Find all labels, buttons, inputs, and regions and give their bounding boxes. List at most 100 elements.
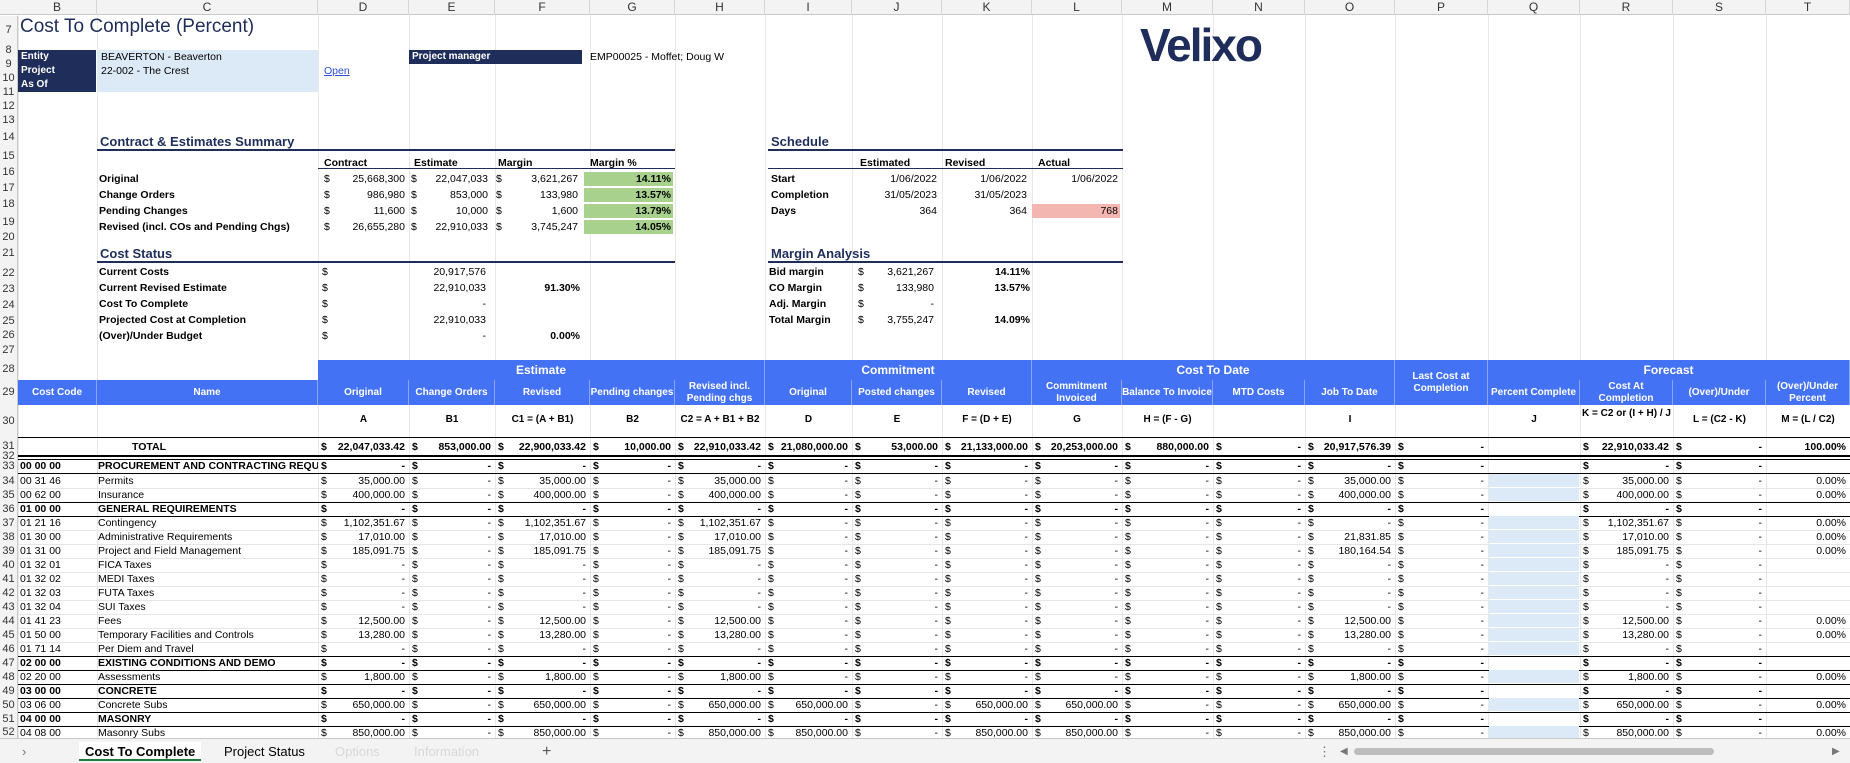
row-header[interactable]: 35 (0, 488, 18, 502)
cell-value[interactable] (1776, 642, 1846, 656)
percent-complete-input[interactable] (1489, 544, 1579, 558)
cell-value[interactable]: - (487, 559, 492, 571)
percent-complete-input[interactable] (1489, 726, 1579, 738)
cell-value[interactable]: - (1205, 601, 1210, 613)
percent-complete-input[interactable] (1489, 698, 1579, 712)
cell-value[interactable]: - (582, 587, 587, 599)
cell-value[interactable]: - (487, 685, 492, 697)
cell-value[interactable]: 850,000.00 (975, 727, 1028, 738)
cell-value[interactable]: - (401, 643, 406, 655)
cell-value[interactable]: - (1480, 559, 1485, 571)
cell-value[interactable]: - (1114, 545, 1119, 557)
cell-value[interactable]: - (667, 657, 672, 669)
row-header[interactable]: 47 (0, 656, 18, 670)
cell-value[interactable]: - (934, 629, 939, 641)
cell-value[interactable]: - (1297, 713, 1302, 725)
cell-value[interactable]: 400,000.00 (708, 489, 761, 501)
cell-value[interactable]: - (1114, 657, 1119, 669)
cell-value[interactable]: - (1205, 517, 1210, 529)
cell-value[interactable]: - (487, 531, 492, 543)
row-header[interactable]: 16 (0, 164, 18, 180)
cell-value[interactable]: 22,047,033.42 (337, 441, 405, 453)
cell-value[interactable] (1776, 558, 1846, 572)
cell-value[interactable]: - (1024, 629, 1029, 641)
cell-value[interactable]: - (1758, 615, 1763, 627)
percent-complete-input[interactable] (1489, 530, 1579, 544)
cell-value[interactable]: - (934, 713, 939, 725)
column-label[interactable]: Cost Code (18, 380, 97, 405)
cell-value[interactable]: - (1758, 629, 1763, 641)
cell-value[interactable]: - (844, 573, 849, 585)
cell-value[interactable]: - (1665, 601, 1670, 613)
cell-value[interactable]: - (1758, 559, 1763, 571)
row-header[interactable]: 46 (0, 642, 18, 656)
cell-value[interactable]: - (757, 587, 762, 599)
column-label[interactable]: Original (318, 380, 409, 405)
cell-value[interactable]: - (487, 503, 492, 515)
cell-value[interactable]: 21,080,000.00 (780, 441, 848, 453)
cell-value[interactable]: - (582, 460, 587, 472)
scroll-left-icon[interactable]: ◀ (1340, 746, 1348, 757)
cell-value[interactable]: 650,000.00 (975, 699, 1028, 711)
column-header[interactable]: Q (1488, 0, 1580, 15)
row-header[interactable]: 36 (0, 502, 18, 516)
cell-value[interactable]: 13,280.00 (1344, 629, 1391, 641)
row-header[interactable]: 12 (0, 99, 18, 113)
cell-value[interactable]: - (1114, 685, 1119, 697)
cell-value[interactable]: - (1297, 727, 1302, 738)
cell-value[interactable]: - (1114, 643, 1119, 655)
percent-complete-input[interactable] (1489, 614, 1579, 628)
open-link[interactable]: Open (324, 65, 350, 77)
cell-value[interactable]: - (1387, 713, 1392, 725)
column-header[interactable]: S (1673, 0, 1766, 15)
row-header[interactable]: 24 (0, 297, 18, 313)
cell-value[interactable]: - (934, 615, 939, 627)
column-label[interactable]: Revised incl. Pending chgs (675, 380, 765, 405)
percent-complete-input[interactable] (1489, 586, 1579, 600)
column-label[interactable]: Last Cost at Completion (1395, 360, 1488, 405)
cell-value[interactable]: - (934, 643, 939, 655)
cell-value[interactable]: - (1024, 587, 1029, 599)
cell-value[interactable]: 22,900,033.42 (518, 441, 586, 453)
percent-complete-input[interactable] (1489, 600, 1579, 614)
percent-complete-input[interactable] (1489, 474, 1579, 488)
cell-value[interactable]: - (667, 559, 672, 571)
row-header[interactable]: 10 (0, 71, 18, 85)
cell-value[interactable]: - (667, 489, 672, 501)
tab-options[interactable]: Options (335, 744, 380, 759)
row-header[interactable]: 40 (0, 558, 18, 572)
row-header[interactable]: 31 (0, 438, 18, 454)
cell-value[interactable]: - (1024, 531, 1029, 543)
cell-value[interactable]: 850,000.00 (533, 727, 586, 738)
horizontal-scrollbar[interactable] (1354, 748, 1714, 755)
cell-value[interactable]: 650,000.00 (708, 699, 761, 711)
cell-value[interactable]: 850,000.00 (795, 727, 848, 738)
cell-value[interactable]: - (1114, 713, 1119, 725)
cell-value[interactable]: - (1114, 629, 1119, 641)
cell-value[interactable]: - (757, 657, 762, 669)
cell-value[interactable]: - (934, 727, 939, 738)
cell-value[interactable]: 13,280.00 (539, 629, 586, 641)
cell-value[interactable]: - (1205, 713, 1210, 725)
cell-value[interactable]: - (1387, 685, 1392, 697)
cell-value[interactable]: - (1665, 503, 1670, 515)
row-header[interactable]: 34 (0, 474, 18, 488)
row-header[interactable]: 7 (0, 16, 18, 44)
cell-value[interactable]: 853,000.00 (438, 441, 491, 453)
cell-value[interactable]: - (1480, 615, 1485, 627)
row-header[interactable]: 33 (0, 459, 18, 474)
cell-value[interactable]: - (1665, 460, 1670, 472)
cell-value[interactable]: 0.00% (1816, 615, 1846, 627)
cell-value[interactable]: - (667, 531, 672, 543)
cell-value[interactable]: - (1114, 460, 1119, 472)
cell-value[interactable] (1776, 656, 1846, 670)
cell-value[interactable]: - (487, 671, 492, 683)
cell-value[interactable]: 0.00% (1816, 629, 1846, 641)
cell-value[interactable]: - (1205, 587, 1210, 599)
cell-value[interactable]: - (667, 545, 672, 557)
column-header[interactable]: M (1122, 0, 1213, 15)
cell-value[interactable]: - (1024, 671, 1029, 683)
cell-value[interactable]: - (844, 657, 849, 669)
cell-value[interactable]: - (757, 643, 762, 655)
cell-value[interactable]: - (844, 489, 849, 501)
